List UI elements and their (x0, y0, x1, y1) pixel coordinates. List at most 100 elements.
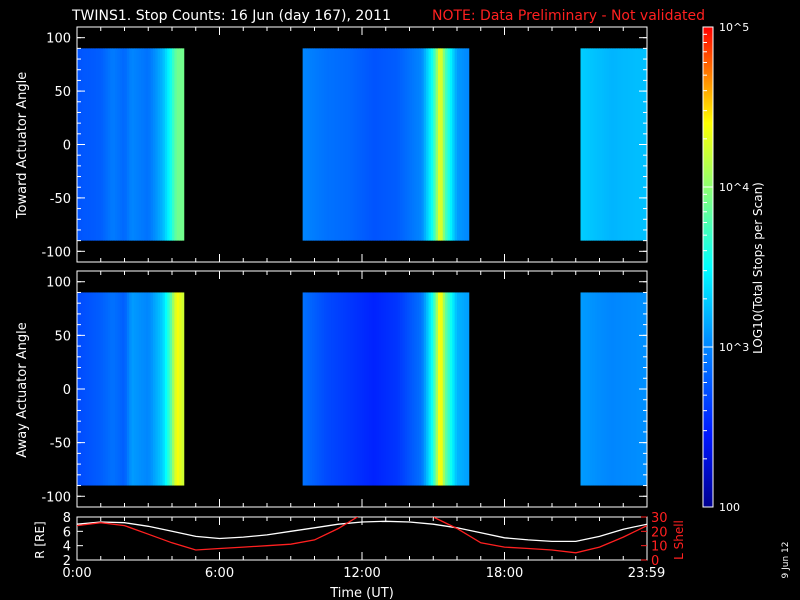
heatmap-column (350, 292, 353, 486)
heatmap-column (141, 48, 144, 241)
heatmap-column (162, 48, 166, 241)
y-tick-label: -50 (50, 192, 71, 207)
date-stamp: 9 Jun 12 (781, 542, 791, 579)
heatmap-column (385, 292, 389, 486)
heatmap-column (103, 292, 106, 486)
colorbar: 10^5 10^4 10^3 100 LOG10(Total Stops per Sc… (702, 21, 765, 514)
heatmap-column (587, 292, 591, 486)
x-tick-label: 18:00 (486, 566, 523, 581)
heatmap-column (129, 292, 133, 486)
heatmap-column (397, 292, 401, 486)
heatmap-column (637, 292, 641, 486)
heatmap-column (620, 48, 624, 241)
heatmap-column (604, 292, 608, 486)
toward-heatmap-panel: 100 50 0 -50 -100 Toward Actuator Angle (15, 26, 648, 263)
away-heatmap-panel: 100 50 0 -50 -100 Away Actuator Angle (15, 270, 648, 508)
heatmap-column (88, 48, 92, 241)
heatmap-column (385, 48, 389, 241)
preliminary-note: NOTE: Data Preliminary - Not validated (432, 8, 705, 24)
heatmap-column (618, 48, 622, 241)
y-left-tick-label: 8 (63, 511, 71, 526)
heatmap-column (381, 48, 384, 241)
y-tick-label: 50 (54, 85, 71, 100)
heatmap-column (307, 48, 311, 241)
heatmap-column (169, 292, 173, 486)
heatmap-column (609, 48, 612, 241)
colorbar-tick-label: 10^4 (719, 181, 749, 194)
heatmap-column (141, 292, 144, 486)
away-y-ticks: 100 50 0 -50 -100 (41, 271, 648, 507)
heatmap-column (91, 48, 95, 241)
heatmap-column (145, 48, 149, 241)
heatmap-column (433, 292, 437, 486)
heatmap-column (138, 292, 142, 486)
heatmap-column (594, 292, 598, 486)
colorbar-tick-label: 100 (719, 501, 740, 514)
heatmap-column (371, 292, 375, 486)
heatmap-column (594, 48, 598, 241)
colorbar-gradient (702, 26, 714, 508)
x-tick-label: 6:00 (205, 566, 234, 581)
heatmap-column (601, 48, 605, 241)
heatmap-column (395, 292, 399, 486)
heatmap-column (110, 292, 114, 486)
heatmap-column (305, 292, 308, 486)
heatmap-column (181, 292, 185, 486)
y-tick-label: 100 (46, 276, 71, 291)
heatmap-column (452, 48, 456, 241)
heatmap-column (340, 292, 344, 486)
y-left-tick-label: 4 (63, 540, 71, 555)
heatmap-column (419, 48, 422, 241)
heatmap-column (454, 48, 458, 241)
heatmap-column (457, 48, 460, 241)
heatmap-column (164, 292, 168, 486)
heatmap-column (362, 48, 365, 241)
r-axis-label: R [RE] (33, 521, 47, 558)
heatmap-column (632, 292, 636, 486)
heatmap-column (174, 48, 178, 241)
heatmap-column (628, 48, 631, 241)
heatmap-column (628, 292, 631, 486)
heatmap-column (390, 48, 394, 241)
heatmap-column (150, 48, 154, 241)
heatmap-column (340, 48, 344, 241)
heatmap-column (464, 48, 467, 241)
heatmap-column (378, 48, 382, 241)
heatmap-column (630, 292, 634, 486)
heatmap-column (321, 48, 325, 241)
heatmap-column (381, 292, 384, 486)
time-axis-label: Time (UT) (329, 586, 394, 600)
heatmap-column (587, 48, 591, 241)
y-right-tick-label: 30 (651, 511, 668, 526)
heatmap-column (411, 48, 415, 241)
heatmap-column (421, 48, 425, 241)
heatmap-column (136, 292, 140, 486)
heatmap-column (93, 292, 97, 486)
heatmap-column (592, 48, 596, 241)
heatmap-column (107, 292, 111, 486)
heatmap-column (309, 48, 313, 241)
heatmap-column (131, 48, 135, 241)
heatmap-column (369, 292, 372, 486)
heatmap-column (449, 48, 453, 241)
heatmap-column (388, 292, 391, 486)
heatmap-column (343, 48, 346, 241)
heatmap-column (435, 292, 439, 486)
heatmap-column (302, 292, 306, 486)
heatmap-column (366, 292, 370, 486)
heatmap-column (461, 48, 465, 241)
heatmap-column (419, 292, 422, 486)
heatmap-column (585, 292, 589, 486)
heatmap-column (625, 48, 629, 241)
heatmap-column (335, 292, 339, 486)
heatmap-column (438, 292, 441, 486)
heatmap-column (392, 292, 396, 486)
heatmap-column (333, 292, 337, 486)
heatmap-column (423, 292, 427, 486)
heatmap-column (397, 48, 401, 241)
heatmap-column (611, 292, 615, 486)
heatmap-column (162, 292, 166, 486)
heatmap-column (96, 292, 99, 486)
heatmap-column (335, 48, 339, 241)
